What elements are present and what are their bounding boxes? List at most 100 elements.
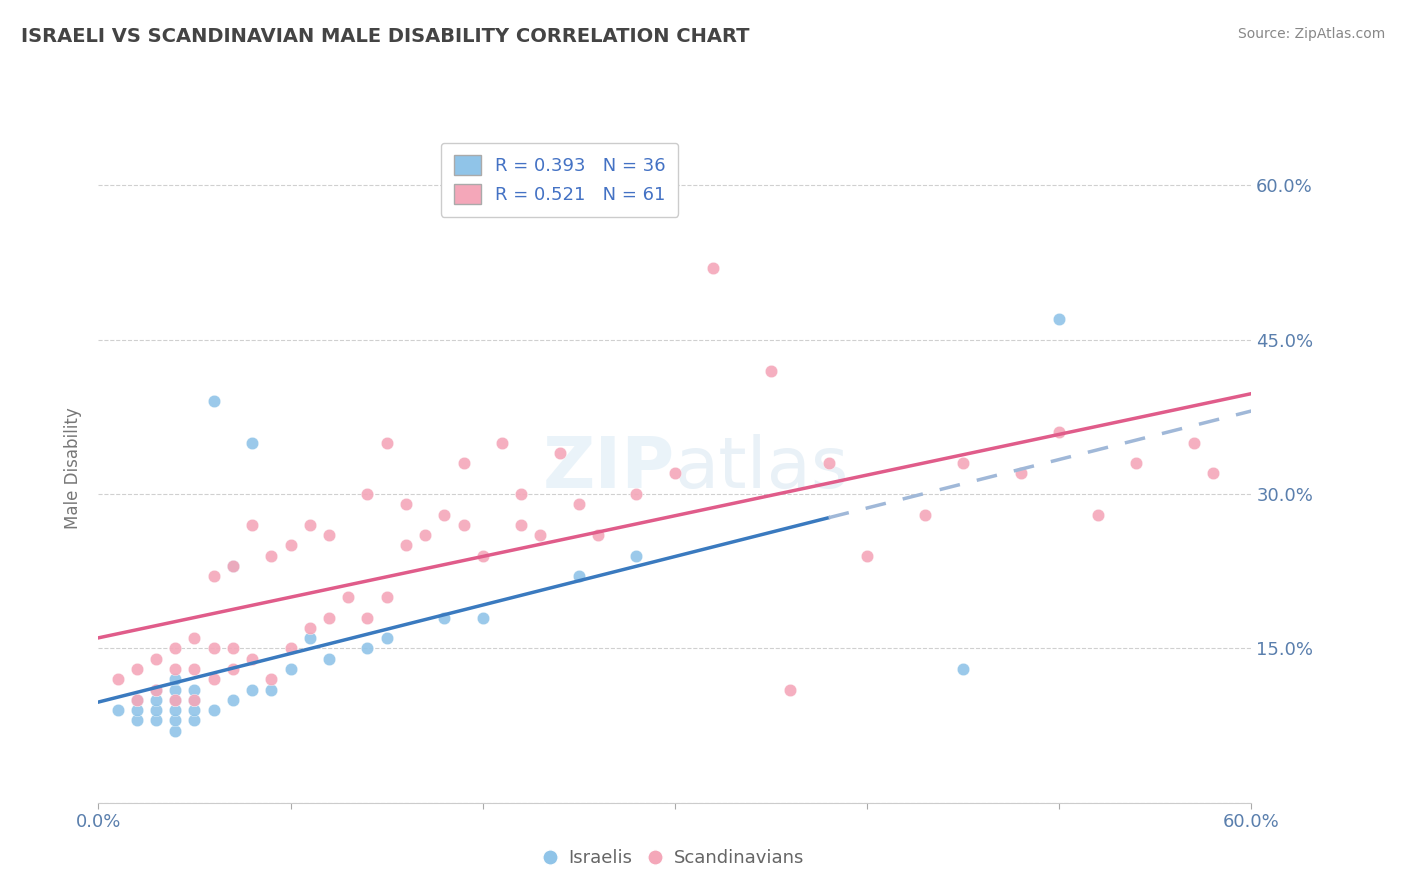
Legend: Israelis, Scandinavians: Israelis, Scandinavians (538, 842, 811, 874)
Point (165, 693, 187, 707)
Point (165, 703, 187, 717)
Point (165, 723, 187, 738)
Text: ISRAELI VS SCANDINAVIAN MALE DISABILITY CORRELATION CHART: ISRAELI VS SCANDINAVIAN MALE DISABILITY … (21, 27, 749, 45)
Point (145, 714, 167, 728)
Point (759, 363, 782, 377)
Point (222, 559, 245, 574)
Point (222, 641, 245, 656)
Point (471, 610, 494, 624)
Point (125, 693, 148, 707)
Point (1047, 425, 1070, 440)
Point (856, 549, 879, 563)
Point (280, 662, 302, 676)
Point (702, 260, 724, 275)
Point (165, 641, 187, 656)
Point (222, 693, 245, 707)
Point (952, 456, 974, 470)
Point (125, 703, 148, 717)
Point (318, 651, 340, 665)
Point (260, 549, 283, 563)
Point (586, 528, 609, 542)
Point (240, 435, 263, 450)
Point (107, 673, 129, 687)
Point (471, 549, 494, 563)
Point (145, 682, 167, 697)
Point (165, 714, 187, 728)
Point (375, 435, 398, 450)
Point (626, 549, 648, 563)
Point (107, 703, 129, 717)
Point (453, 517, 475, 532)
Point (280, 539, 302, 553)
Point (202, 673, 225, 687)
Point (568, 497, 591, 511)
Point (183, 682, 205, 697)
Point (413, 528, 436, 542)
Point (491, 435, 513, 450)
Point (183, 703, 205, 717)
Text: atlas: atlas (675, 434, 849, 503)
Point (298, 517, 321, 532)
Point (356, 641, 378, 656)
Point (183, 693, 205, 707)
Point (145, 651, 167, 665)
Point (298, 631, 321, 645)
Point (1087, 508, 1109, 522)
Point (1010, 467, 1032, 481)
Point (183, 631, 205, 645)
Point (183, 662, 205, 676)
Point (183, 714, 205, 728)
Point (779, 682, 801, 697)
Point (395, 497, 418, 511)
Point (375, 590, 398, 604)
Point (1047, 312, 1070, 326)
Point (165, 693, 187, 707)
Point (183, 693, 205, 707)
Point (165, 682, 187, 697)
Point (529, 528, 551, 542)
Point (568, 569, 591, 583)
Point (222, 662, 245, 676)
Point (510, 487, 533, 501)
Point (280, 641, 302, 656)
Point (260, 682, 283, 697)
Point (664, 467, 686, 481)
Point (202, 641, 225, 656)
Point (433, 508, 456, 522)
Point (548, 446, 571, 460)
Text: ZIP: ZIP (543, 434, 675, 503)
Point (318, 528, 340, 542)
Point (165, 673, 187, 687)
Point (510, 517, 533, 532)
Point (125, 662, 148, 676)
Point (298, 621, 321, 635)
Point (240, 517, 263, 532)
Point (337, 590, 360, 604)
Point (952, 662, 974, 676)
Point (356, 610, 378, 624)
Point (240, 651, 263, 665)
Point (626, 487, 648, 501)
Point (145, 693, 167, 707)
Point (145, 703, 167, 717)
Point (433, 610, 456, 624)
Point (1182, 435, 1205, 450)
Point (165, 662, 187, 676)
Text: Source: ZipAtlas.com: Source: ZipAtlas.com (1237, 27, 1385, 41)
Point (145, 682, 167, 697)
Point (914, 508, 936, 522)
Point (1125, 456, 1147, 470)
Point (356, 487, 378, 501)
Point (1202, 467, 1225, 481)
Point (375, 631, 398, 645)
Point (202, 569, 225, 583)
Point (318, 610, 340, 624)
Point (202, 703, 225, 717)
Point (395, 539, 418, 553)
Y-axis label: Male Disability: Male Disability (65, 408, 83, 529)
Point (125, 693, 148, 707)
Point (453, 456, 475, 470)
Point (222, 559, 245, 574)
Point (260, 673, 283, 687)
Point (125, 714, 148, 728)
